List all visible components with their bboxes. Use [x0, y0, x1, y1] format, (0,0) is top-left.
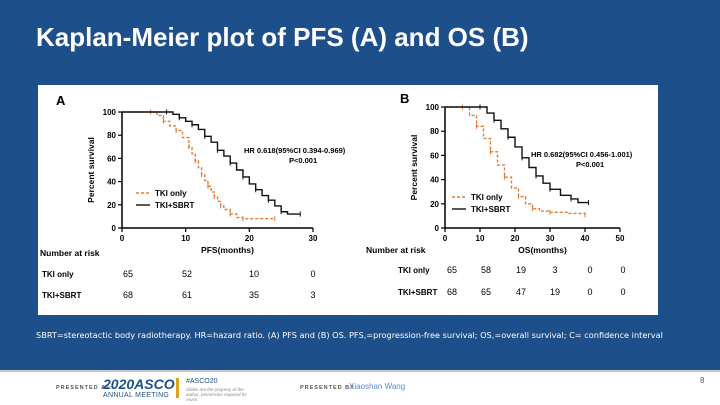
panel-a-curve-tki-only — [122, 111, 275, 220]
panel-b-curve-tki-only — [445, 106, 586, 215]
panel-a-x-tick-label: 0 — [120, 234, 125, 243]
panel-b-label: B — [400, 91, 409, 106]
panel-b-risk-value: 65 — [481, 287, 491, 297]
meeting-name: ANNUAL MEETING — [103, 392, 170, 399]
panel-a-legend-label: TKI only — [155, 189, 187, 198]
panel-b-risk-value: 47 — [516, 287, 526, 297]
panel-b-risk-value: 0 — [587, 265, 592, 275]
panel-a-risk-value: 10 — [249, 269, 259, 279]
panel-a-y-tick-label: 100 — [103, 108, 117, 117]
panel-b-x-tick-label: 10 — [476, 234, 485, 243]
panel-a-risk-row-label: TKI+SBRT — [42, 291, 81, 300]
panel-a-x-tick-label: 30 — [309, 234, 318, 243]
slides-notice: Slides are the property of the author, p… — [186, 387, 248, 402]
panel-b-legend-label: TKI+SBRT — [471, 205, 510, 214]
panel-b-y-tick-label: 80 — [430, 127, 439, 136]
presented-by-label: PRESENTED BY: — [300, 385, 358, 391]
panel-a-risk-value: 68 — [123, 290, 133, 300]
panel-a-risk-value: 61 — [182, 290, 192, 300]
presented-at-label: PRESENTED AT: — [56, 385, 113, 391]
panel-b-y-tick-label: 0 — [435, 224, 440, 233]
panel-b-p-value: P<0.001 — [576, 160, 604, 169]
meeting-year: 2020 — [103, 376, 135, 392]
panel-a-y-tick-label: 0 — [112, 224, 117, 233]
panel-a-hazard-ratio: HR 0.618(95%CI 0.394-0.969) — [244, 146, 346, 155]
figure-caption: SBRT=stereotactic body radiotherapy. HR=… — [36, 330, 663, 340]
meeting-brand: ASCO — [134, 376, 175, 392]
slide-title: Kaplan-Meier plot of PFS (A) and OS (B) — [36, 22, 529, 52]
logo-accent-bar — [176, 378, 179, 398]
panel-a-x-axis-title: PFS(months) — [201, 245, 254, 255]
panel-b-y-axis-title: Percent survival — [409, 135, 419, 201]
panel-a-risk-row-label: TKI only — [42, 270, 74, 279]
panel-b-risk-value: 0 — [620, 265, 625, 275]
panel-b-x-tick-label: 30 — [546, 234, 555, 243]
panel-a-risk-value: 65 — [123, 269, 133, 279]
panel-a-label: A — [56, 93, 66, 108]
panel-b-risk-value: 19 — [550, 287, 560, 297]
panel-a-risk-value: 0 — [310, 269, 315, 279]
footer-divider — [0, 370, 720, 372]
panel-a-risk-value: 35 — [249, 290, 259, 300]
slide-background: Kaplan-Meier plot of PFS (A) and OS (B) … — [0, 0, 720, 370]
hashtag: #ASCO20 — [186, 378, 218, 385]
panel-b-legend-label: TKI only — [471, 193, 503, 202]
panel-a-legend-label: TKI+SBRT — [155, 201, 194, 210]
panel-a-p-value: P<0.001 — [289, 156, 317, 165]
panel-b-risk-value: 19 — [516, 265, 526, 275]
panel-b-x-axis-title: OS(months) — [518, 245, 567, 255]
panel-a-y-tick-label: 20 — [107, 201, 116, 210]
panel-a-curve-tki-sbrt — [122, 111, 301, 215]
panel-b-risk-value: 68 — [447, 287, 457, 297]
panel-a-y-axis-title: Percent survival — [86, 137, 96, 203]
panel-b-y-tick-label: 60 — [430, 151, 439, 160]
panel-b-y-tick-label: 20 — [430, 200, 439, 209]
slide-footer: PRESENTED AT: 2020ASCO ANNUAL MEETING #A… — [0, 370, 720, 405]
panel-a-y-tick-label: 40 — [107, 178, 116, 187]
panel-a-risk-value: 52 — [182, 269, 192, 279]
panel-b-risk-value: 58 — [481, 265, 491, 275]
meeting-logo: 2020ASCO — [103, 376, 175, 392]
panel-b-hazard-ratio: HR 0.682(95%CI 0.456-1.001) — [531, 150, 633, 159]
panel-b-risk-value: 0 — [620, 287, 625, 297]
panel-b-y-tick-label: 100 — [426, 103, 440, 112]
panel-a-x-tick-label: 10 — [181, 234, 190, 243]
panel-b-risk-value: 0 — [587, 287, 592, 297]
presenter-name: Xiaoshan Wang — [349, 382, 406, 391]
panel-a-y-tick-label: 80 — [107, 131, 116, 140]
panel-b-x-tick-label: 50 — [616, 234, 625, 243]
panel-a-y-tick-label: 60 — [107, 154, 116, 163]
panel-b-risk-header: Number at risk — [366, 245, 426, 255]
panel-b-risk-value: 3 — [552, 265, 557, 275]
panel-b-risk-value: 65 — [447, 265, 457, 275]
figure-panel: A 0 20 40 60 80 100 0 10 20 30 Percent survival PFS(… — [38, 85, 658, 315]
panel-a-x-tick-label: 20 — [245, 234, 254, 243]
panel-b-y-tick-label: 40 — [430, 176, 439, 185]
panel-b-x-tick-label: 20 — [511, 234, 520, 243]
panel-b-risk-row-label: TKI+SBRT — [398, 288, 437, 297]
panel-b-risk-row-label: TKI only — [398, 266, 430, 275]
page-number: 8 — [700, 376, 705, 385]
panel-a-risk-header: Number at risk — [40, 248, 100, 258]
panel-b-x-tick-label: 40 — [581, 234, 590, 243]
panel-a-risk-value: 3 — [310, 290, 315, 300]
panel-b-x-tick-label: 0 — [443, 234, 448, 243]
